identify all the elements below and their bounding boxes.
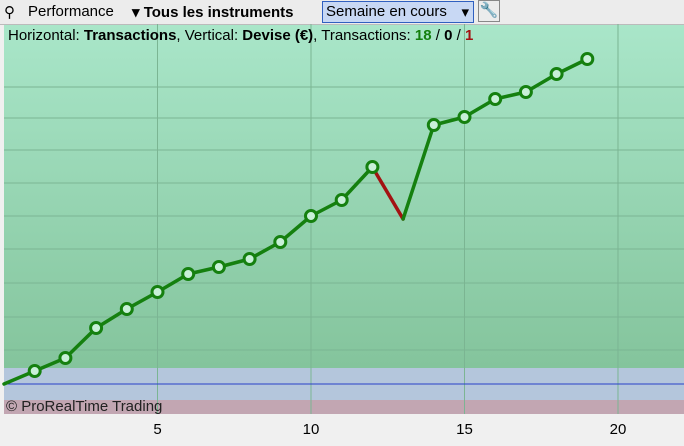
point bbox=[58, 351, 73, 365]
point bbox=[580, 52, 595, 66]
point bbox=[518, 85, 533, 99]
x-tick-label: 10 bbox=[303, 421, 320, 438]
point bbox=[549, 67, 564, 81]
icon[interactable]: ⚲ bbox=[4, 4, 15, 21]
arrow: ▾ bbox=[461, 4, 469, 21]
segment bbox=[401, 123, 436, 221]
neutral: 0 bbox=[444, 27, 452, 44]
info: , Transactions: bbox=[313, 27, 411, 44]
point bbox=[89, 321, 104, 335]
segment bbox=[370, 165, 405, 221]
winning: 18 bbox=[415, 27, 432, 44]
instruments-dropdown[interactable]: ▾ Tous les instruments bbox=[132, 4, 294, 21]
point bbox=[181, 267, 196, 281]
point bbox=[242, 252, 257, 266]
point bbox=[426, 118, 441, 132]
segment bbox=[339, 165, 375, 202]
x-tick-label: 20 bbox=[610, 421, 627, 438]
x-tick-label: 15 bbox=[456, 421, 473, 438]
loss-band bbox=[4, 400, 684, 414]
info: Horizontal: bbox=[8, 27, 80, 44]
segment bbox=[63, 326, 98, 360]
point bbox=[211, 260, 226, 274]
period: Semaine en cours bbox=[326, 3, 447, 20]
point bbox=[334, 193, 349, 207]
point bbox=[27, 364, 42, 378]
period-dropdown[interactable]: Semaine en cours ▾ bbox=[322, 1, 474, 23]
toolbar: ⚲ Performance ▾ Tous les instruments Sem… bbox=[0, 0, 684, 25]
menu[interactable]: Performance bbox=[28, 3, 114, 20]
h-grid bbox=[4, 86, 684, 351]
settings-button[interactable]: 🔧 bbox=[478, 0, 500, 22]
copyright: © ProRealTime Trading bbox=[6, 398, 162, 415]
point bbox=[273, 235, 288, 249]
sep: / bbox=[436, 27, 441, 44]
point bbox=[457, 110, 472, 124]
point bbox=[150, 285, 165, 299]
point bbox=[365, 160, 380, 174]
point bbox=[488, 92, 503, 106]
x-tick-label: 5 bbox=[153, 421, 161, 438]
info: Devise (€) bbox=[242, 27, 313, 44]
point bbox=[119, 302, 134, 316]
info: Transactions bbox=[84, 27, 177, 44]
point bbox=[303, 209, 318, 223]
info-line: Horizontal: Transactions, Vertical: Devi… bbox=[8, 27, 473, 44]
losing: 1 bbox=[465, 27, 473, 44]
sep: / bbox=[457, 27, 462, 44]
info: , Vertical: bbox=[176, 27, 238, 44]
instruments: Tous les instruments bbox=[143, 4, 294, 21]
